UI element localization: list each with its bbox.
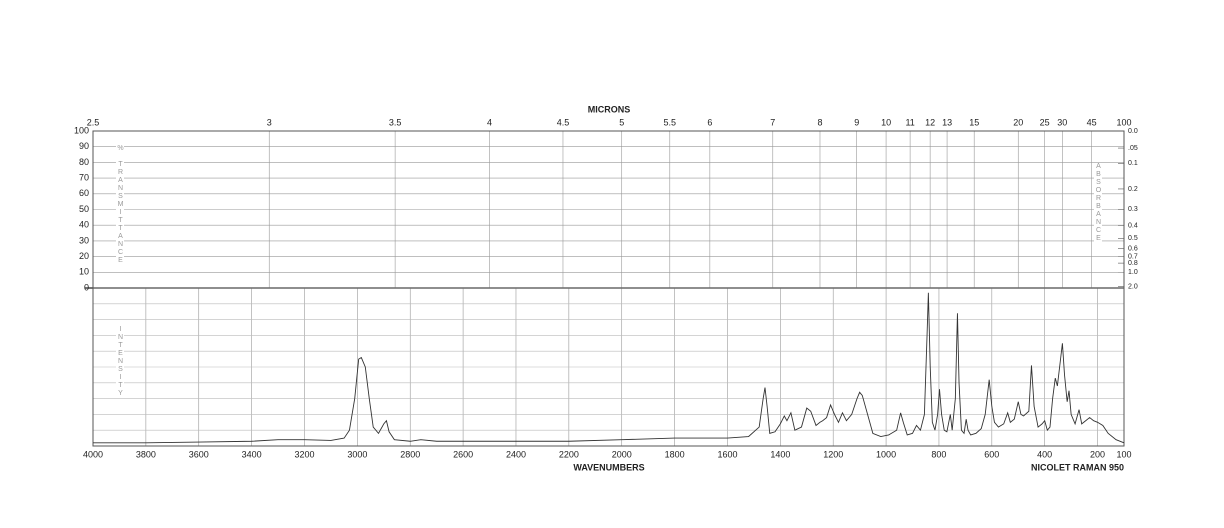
x-tick-label: 100 — [1116, 449, 1131, 459]
x-tick-label: 3600 — [189, 449, 209, 459]
y-tick-label: 10 — [79, 267, 89, 277]
y2-tick-label: 0.2 — [1128, 186, 1138, 193]
x2-tick-label: 13 — [942, 117, 952, 127]
x-label: WAVENUMBERS — [573, 462, 644, 472]
x-tick-label: 2000 — [612, 449, 632, 459]
x2-tick-label: 11 — [905, 117, 914, 127]
y2-tick-label: 0.0 — [1128, 128, 1138, 135]
y-tick-label: 80 — [79, 157, 89, 167]
x2-label: MICRONS — [588, 104, 631, 114]
x2-tick-label: 3 — [267, 117, 272, 127]
x2-tick-label: 30 — [1057, 117, 1067, 127]
x2-tick-label: 15 — [969, 117, 979, 127]
x-tick-label: 3400 — [242, 449, 262, 459]
x-tick-label: 200 — [1090, 449, 1105, 459]
x-tick-label: 2400 — [506, 449, 526, 459]
y2-tick-label: 0.5 — [1128, 235, 1138, 242]
x-tick-label: 4000 — [83, 449, 103, 459]
y-tick-label: 90 — [79, 141, 89, 151]
x-tick-label: 2800 — [400, 449, 420, 459]
spectrum-line — [93, 292, 1125, 444]
x-tick-label: 2600 — [453, 449, 473, 459]
y-tick-label: 60 — [79, 188, 89, 198]
x2-tick-label: 5 — [619, 117, 624, 127]
x2-tick-label: 7 — [770, 117, 775, 127]
y-tick-label: 20 — [79, 251, 89, 261]
x2-tick-label: 6 — [707, 117, 712, 127]
y-tick-label: 50 — [79, 204, 89, 214]
x2-tick-label: 12 — [925, 117, 935, 127]
x2-tick-label: 2.5 — [87, 117, 100, 127]
y2-tick-label: 0.1 — [1128, 160, 1138, 167]
x2-tick-label: 10 — [881, 117, 891, 127]
y2-tick-label: 2.0 — [1128, 283, 1138, 290]
y2-tick-label: 0.3 — [1128, 206, 1138, 213]
x-tick-label: 1400 — [770, 449, 790, 459]
x-tick-label: 3000 — [347, 449, 367, 459]
y2-tick-label: 0.8 — [1128, 260, 1138, 267]
x-tick-label: 800 — [931, 449, 946, 459]
x-tick-label: 3800 — [136, 449, 156, 459]
y-tick-label: 0 — [84, 282, 89, 292]
y2-label: ABSORBANCE — [1094, 163, 1102, 243]
x-tick-label: 400 — [1037, 449, 1052, 459]
x2-tick-label: 25 — [1040, 117, 1050, 127]
x2-tick-label: 20 — [1013, 117, 1023, 127]
x-tick-label: 1200 — [823, 449, 843, 459]
y2-tick-label: 0.4 — [1128, 222, 1138, 229]
x-tick-label: 1800 — [665, 449, 685, 459]
x-tick-label: 3200 — [294, 449, 314, 459]
upper-frame — [92, 130, 1125, 289]
x2-tick-label: 3.5 — [389, 117, 402, 127]
y-tick-label: 100 — [74, 125, 89, 135]
x2-tick-label: 9 — [854, 117, 859, 127]
y2-tick-label: .05 — [1128, 145, 1138, 152]
y-tick-label: 40 — [79, 220, 89, 230]
x2-tick-label: 4.5 — [557, 117, 570, 127]
x-tick-label: 1000 — [876, 449, 896, 459]
x2-tick-label: 8 — [817, 117, 822, 127]
x2-tick-label: 100 — [1116, 117, 1131, 127]
y-tick-label: 70 — [79, 172, 89, 182]
y-label: % TRANSMITTANCE — [116, 145, 124, 265]
x2-tick-label: 4 — [487, 117, 492, 127]
x2-tick-label: 45 — [1087, 117, 1097, 127]
x-tick-label: 600 — [984, 449, 999, 459]
y-tick-label: 30 — [79, 235, 89, 245]
y2-tick-label: 0.6 — [1128, 245, 1138, 252]
y2-tick-label: 1.0 — [1128, 269, 1138, 276]
y2-tick-label: 0.7 — [1128, 254, 1138, 261]
annotation: NICOLET RAMAN 950 — [1031, 462, 1124, 472]
x-tick-label: 1600 — [717, 449, 737, 459]
x-tick-label: 2200 — [559, 449, 579, 459]
x2-tick-label: 5.5 — [664, 117, 677, 127]
intensity-label: INTENSITY — [116, 326, 124, 398]
